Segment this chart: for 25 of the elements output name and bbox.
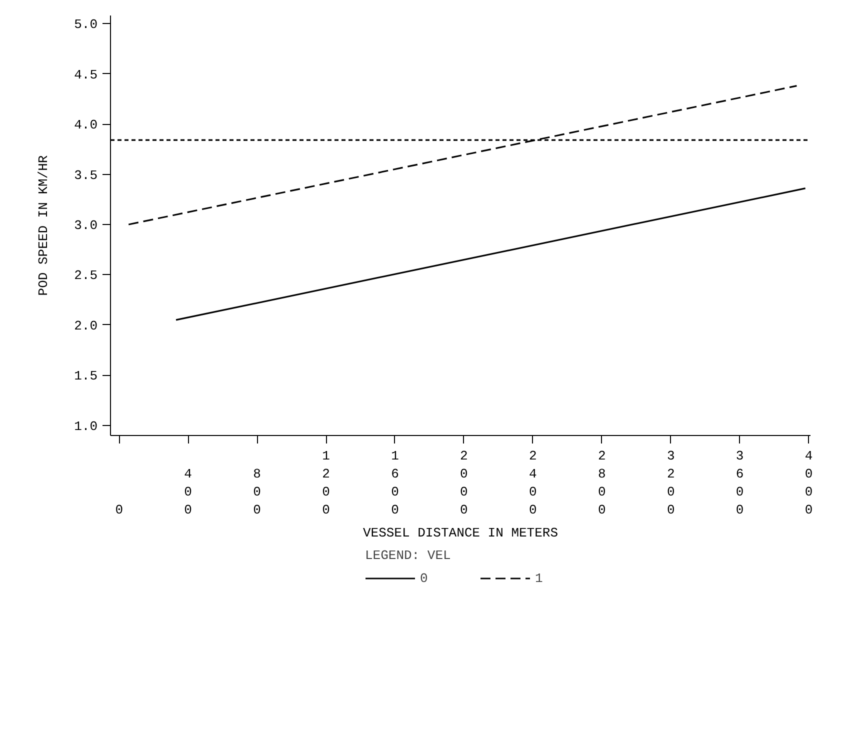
y-tick-label: 5.0: [74, 17, 98, 32]
x-tick-label: 0: [115, 502, 124, 518]
y-tick-label: 4.5: [74, 67, 98, 82]
x-tick-label: 2 4 0 0: [529, 448, 538, 518]
x-tick-label: 4 0 0 0: [804, 448, 813, 518]
y-tick-label: 3.5: [74, 168, 98, 183]
x-tick-label: 2 0 0 0: [460, 448, 468, 518]
legend-label: 0: [420, 570, 429, 586]
y-tick-label: 3.0: [74, 218, 98, 233]
x-tick-label: 3 6 0 0: [736, 448, 744, 518]
x-tick-label: 4 0 0: [184, 466, 192, 518]
x-tick-label: 8 0 0: [253, 466, 261, 518]
x-axis-title: VESSEL DISTANCE IN METERS: [362, 526, 558, 540]
x-tick-label: 1 2 0 0: [322, 448, 330, 518]
x-tick-label: 3 2 0 0: [666, 448, 675, 518]
y-axis-title: POD SPEED IN KM/HR: [36, 155, 52, 296]
legend-label: 1: [535, 570, 544, 586]
y-tick-label: 2.5: [74, 268, 98, 284]
y-tick-label: 4.0: [74, 118, 98, 133]
legend-title: LEGEND: VEL: [365, 548, 452, 563]
x-tick-label: 2 8 0 0: [598, 448, 606, 518]
y-tick-label: 2.0: [74, 318, 98, 334]
x-tick-label: 1 6 0 0: [391, 448, 400, 518]
y-tick-label: 1.0: [74, 418, 98, 434]
y-tick-label: 1.5: [74, 368, 98, 384]
